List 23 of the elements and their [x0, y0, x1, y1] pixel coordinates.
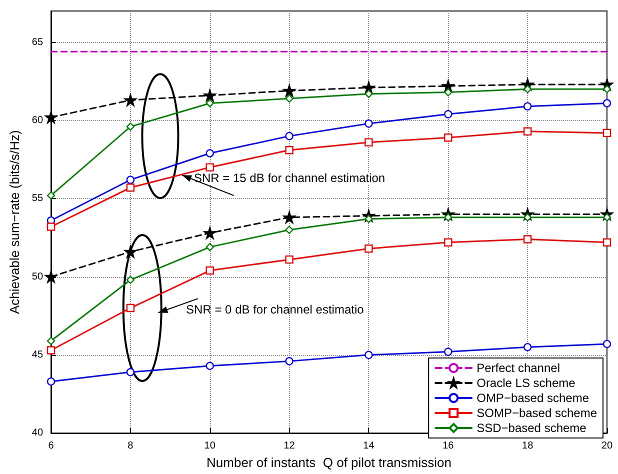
- y-axis-title: Achievable sum−rate (bits/s/Hz): [7, 130, 22, 314]
- y-tick-label: 45: [32, 349, 44, 360]
- x-tick-label: 14: [363, 440, 375, 452]
- x-tick-label: 10: [204, 440, 216, 452]
- y-tick-label: 60: [32, 114, 44, 126]
- x-tick-label: 12: [284, 440, 296, 452]
- x-tick-label: 8: [128, 440, 134, 452]
- annotation: SNR = 0 dB for channel estimatio: [186, 302, 364, 316]
- y-tick-label: 55: [32, 193, 44, 204]
- x-tick-label: 20: [601, 440, 613, 452]
- x-tick-label: 16: [442, 440, 454, 452]
- annotation: SNR = 15 dB for channel estimation: [194, 171, 386, 186]
- legend-label: OMP−based scheme: [476, 391, 590, 405]
- legend-label: Oracle LS scheme: [476, 376, 576, 390]
- x-axis-title: Number of instants Q of pilot transmission: [206, 455, 452, 470]
- y-tick-label: 50: [32, 271, 44, 282]
- legend-label: SOMP−based scheme: [476, 406, 598, 420]
- x-tick-label: 6: [48, 440, 54, 452]
- y-tick-label: 65: [32, 36, 44, 48]
- y-tick-label: 40: [32, 428, 44, 439]
- legend-label: SSD−based scheme: [476, 421, 587, 435]
- x-tick-label: 18: [522, 440, 534, 452]
- legend-label: Perfect channel: [476, 361, 560, 375]
